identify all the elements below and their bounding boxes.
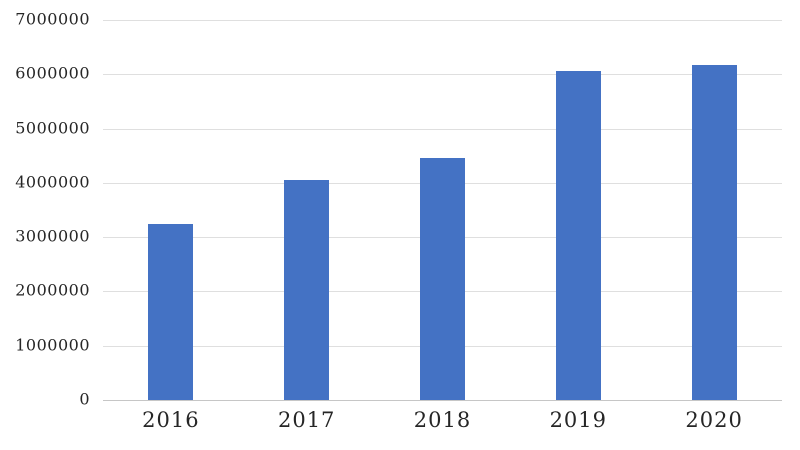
y-tick-label: 7000000 bbox=[15, 9, 90, 29]
x-tick-label: 2019 bbox=[549, 408, 608, 432]
y-tick-label: 6000000 bbox=[15, 64, 90, 84]
gridline bbox=[103, 20, 782, 21]
x-tick-label: 2017 bbox=[277, 408, 336, 432]
y-axis: 0 1000000 2000000 3000000 4000000 5000000 6000… bbox=[0, 0, 90, 450]
gridline bbox=[103, 128, 782, 130]
y-tick-label: 5000000 bbox=[15, 118, 90, 138]
plot-area bbox=[103, 20, 782, 401]
x-tick-label: 2016 bbox=[142, 408, 200, 432]
y-tick-label: 4000000 bbox=[15, 172, 90, 192]
y-tick-label: 0 bbox=[79, 389, 90, 409]
gridline bbox=[103, 74, 782, 76]
bar-2016 bbox=[148, 223, 194, 400]
bar-2017 bbox=[284, 179, 330, 400]
x-axis: 2016 2017 2018 2019 2020 bbox=[0, 408, 800, 450]
x-axis-line bbox=[103, 400, 782, 401]
y-tick-label: 2000000 bbox=[15, 281, 90, 301]
bar-2019 bbox=[555, 71, 601, 400]
y-tick-label: 3000000 bbox=[15, 226, 90, 246]
bar-2020 bbox=[691, 65, 737, 400]
x-tick-label: 2018 bbox=[413, 408, 472, 432]
y-tick-label: 1000000 bbox=[15, 335, 90, 355]
bar-2018 bbox=[420, 158, 465, 400]
x-tick-label: 2020 bbox=[685, 408, 743, 432]
